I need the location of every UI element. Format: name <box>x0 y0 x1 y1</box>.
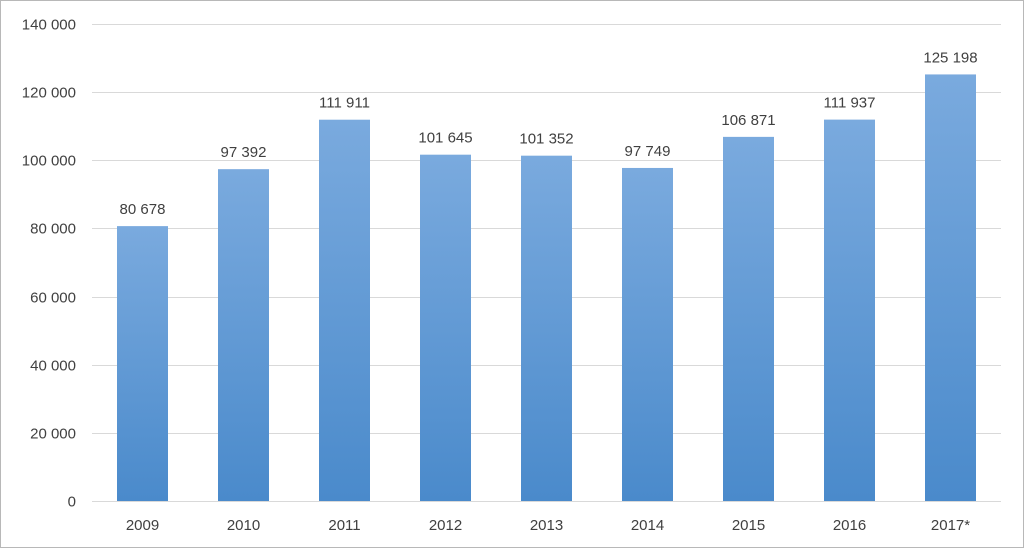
bar-2013 <box>521 155 572 501</box>
y-tick-label: 40 000 <box>30 358 76 375</box>
y-tick-label: 60 000 <box>30 290 76 307</box>
bar-2014 <box>622 167 673 501</box>
y-tick-label: 20 000 <box>30 426 76 443</box>
data-label: 125 198 <box>923 49 977 66</box>
data-label: 80 678 <box>120 201 166 218</box>
bars <box>117 74 976 501</box>
data-label: 111 937 <box>824 95 876 112</box>
data-label: 101 645 <box>418 130 472 147</box>
data-label: 97 749 <box>625 143 671 160</box>
y-axis-tick-labels: 0 20 000 40 000 60 000 80 000 100 000 120 000 1… <box>22 17 76 511</box>
y-tick-label: 80 000 <box>30 221 76 238</box>
x-tick-label: 2009 <box>126 517 159 534</box>
bar-2016 <box>824 119 875 501</box>
y-tick-label: 140 000 <box>22 17 76 34</box>
x-tick-label: 2014 <box>631 517 664 534</box>
bar-2009 <box>117 226 168 501</box>
bar-2017 <box>925 74 976 501</box>
y-tick-label: 120 000 <box>22 85 76 102</box>
bar-2011 <box>319 119 370 501</box>
data-label: 101 352 <box>519 131 573 148</box>
x-axis-tick-labels: 2009 2010 2011 2012 2013 2014 2015 2016 2017* <box>126 517 970 534</box>
x-tick-label: 2011 <box>328 517 360 534</box>
bar-2015 <box>723 136 774 501</box>
x-tick-label: 2016 <box>833 517 866 534</box>
data-label: 97 392 <box>221 144 267 161</box>
x-tick-label: 2013 <box>530 517 563 534</box>
x-tick-label: 2012 <box>429 517 462 534</box>
data-labels: 80 678 97 392 111 911 101 645 101 352 97 749 1… <box>120 49 978 218</box>
data-label: 106 871 <box>721 112 775 129</box>
x-tick-label: 2010 <box>227 517 260 534</box>
x-tick-label: 2015 <box>732 517 765 534</box>
data-label: 111 911 <box>319 95 370 112</box>
bar-2010 <box>218 169 269 501</box>
y-tick-label: 100 000 <box>22 153 76 170</box>
x-tick-label: 2017* <box>931 517 970 534</box>
y-tick-label: 0 <box>68 494 76 511</box>
bar-2012 <box>420 154 471 501</box>
